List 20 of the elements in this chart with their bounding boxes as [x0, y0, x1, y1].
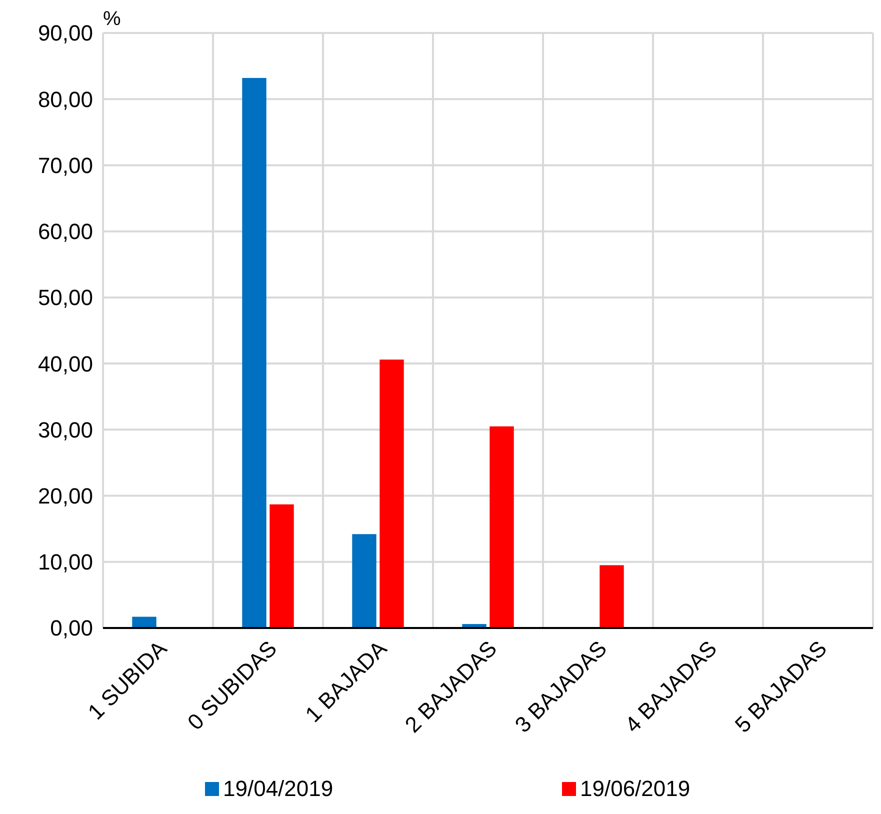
y-tick-label: 60,00	[38, 219, 93, 244]
bar	[270, 504, 294, 628]
y-tick-label: 70,00	[38, 152, 93, 178]
y-tick-label: 40,00	[38, 351, 93, 376]
y-tick-label: 50,00	[38, 285, 93, 310]
bar	[242, 78, 266, 628]
y-tick-label: 20,00	[38, 483, 93, 508]
bar	[380, 360, 404, 628]
y-axis-title: %	[103, 8, 121, 30]
bar	[600, 565, 624, 628]
legend-label: 19/04/2019	[223, 776, 334, 801]
bar	[490, 426, 514, 628]
bar	[132, 616, 156, 628]
y-tick-label: 90,00	[38, 20, 93, 46]
legend-label: 19/06/2019	[580, 776, 690, 801]
y-tick-label: 80,00	[38, 86, 93, 112]
y-tick-label: 10,00	[38, 550, 93, 575]
bar	[352, 534, 376, 628]
y-tick-label: 30,00	[38, 417, 93, 442]
y-tick-label: 0,00	[50, 616, 93, 641]
